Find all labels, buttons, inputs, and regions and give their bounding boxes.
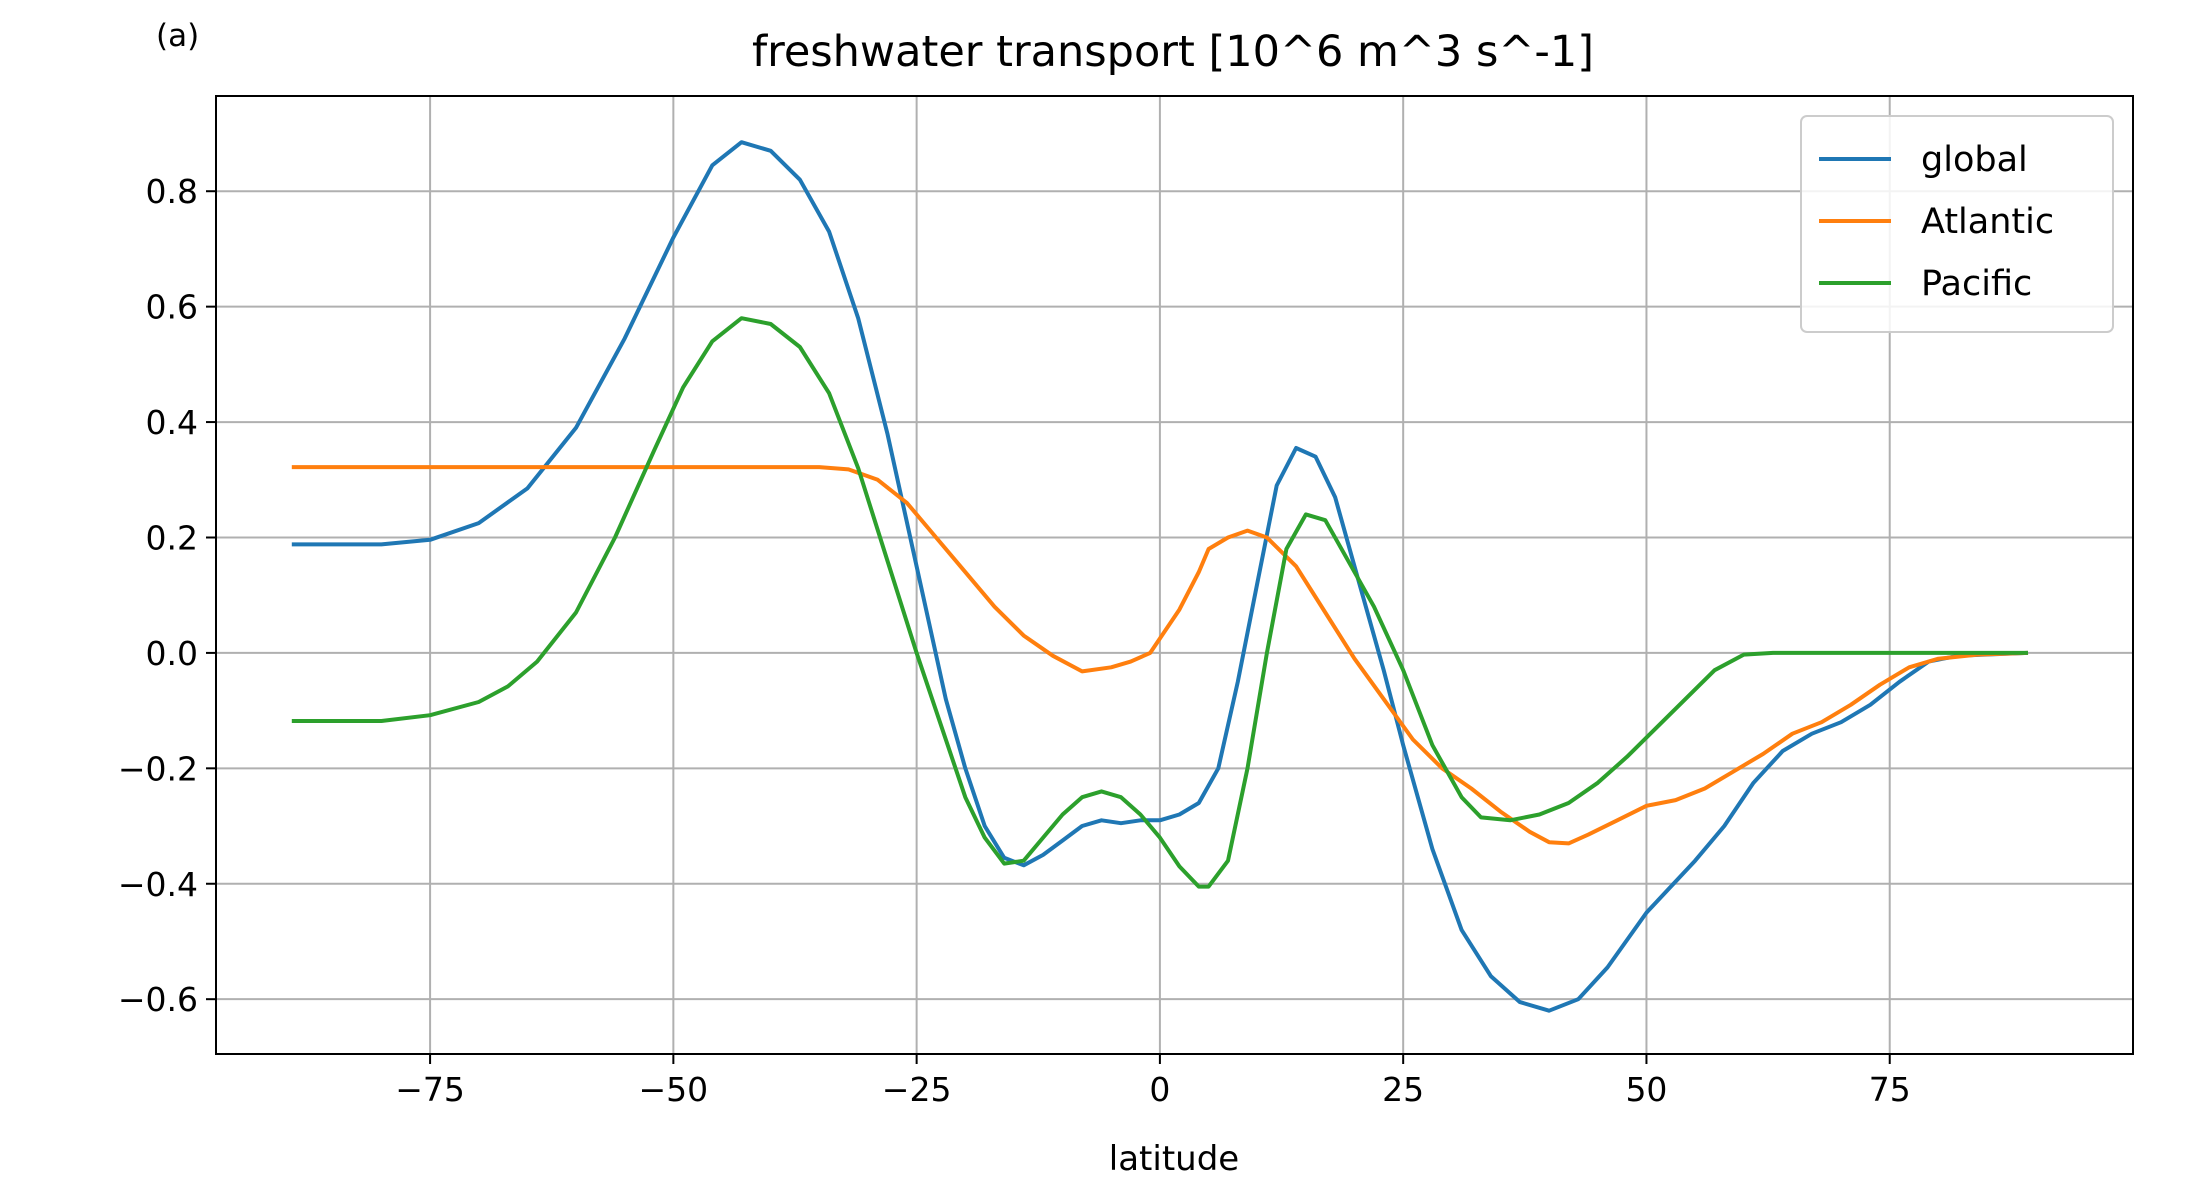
x-tick-label: 50 [1625, 1070, 1667, 1109]
tick-layer: −75 −50 −25 0 25 50 75 −0.6 −0.4 −0.2 0.0 0.2 0.4 0.6… [118, 172, 1911, 1109]
legend-label: Atlantic [1921, 202, 2054, 242]
x-tick-label: −75 [395, 1070, 465, 1109]
legend-label: global [1921, 140, 2028, 180]
x-tick-label: −25 [882, 1070, 952, 1109]
x-tick-label: 75 [1869, 1070, 1911, 1109]
plot-frame [215, 95, 2134, 1055]
legend-box [1800, 115, 2114, 333]
x-axis-label: latitude [1109, 1139, 1239, 1179]
series-line-pacific [291, 316, 2028, 889]
y-tick-label: 0.4 [146, 403, 198, 442]
y-tick-label: 0.6 [146, 288, 198, 327]
series-line-atlantic [291, 465, 2029, 846]
x-tick-label: 25 [1382, 1070, 1424, 1109]
y-tick-label: −0.6 [118, 980, 198, 1019]
y-tick-label: 0.0 [146, 634, 198, 673]
legend-label: Pacific [1921, 264, 2032, 304]
y-tick-label: 0.8 [146, 172, 198, 211]
x-tick-label: 0 [1149, 1070, 1170, 1109]
chart-title: freshwater transport [10^6 m^3 s^-1] [752, 27, 1594, 77]
series-layer [291, 140, 2029, 1013]
panel-label: (a) [156, 18, 199, 54]
y-tick-label: −0.4 [118, 865, 198, 904]
x-tick-label: −50 [639, 1070, 709, 1109]
legend: global Atlantic Pacific [1800, 115, 2114, 333]
y-tick-label: −0.2 [118, 749, 198, 788]
y-tick-label: 0.2 [146, 518, 198, 557]
series-line-global [291, 140, 2029, 1013]
